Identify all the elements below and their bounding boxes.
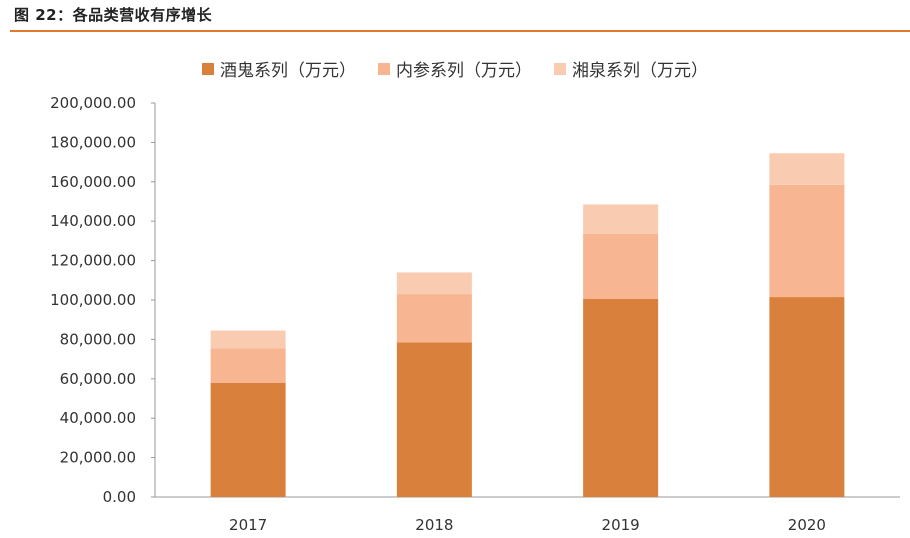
y-tick-label: 0.00 bbox=[103, 488, 136, 506]
bar-neican-2020 bbox=[769, 184, 845, 298]
chart-legend: 酒鬼系列（万元） 内参系列（万元） 湘泉系列（万元） bbox=[0, 56, 910, 81]
y-tick-label: 80,000.00 bbox=[60, 330, 136, 348]
x-tick-label: 2017 bbox=[229, 516, 267, 534]
bar-xiangquan-2020 bbox=[769, 153, 845, 185]
bar-xiangquan-2017 bbox=[210, 330, 286, 349]
bar-jiugui-2019 bbox=[583, 299, 659, 497]
legend-label-xiangquan: 湘泉系列（万元） bbox=[572, 61, 708, 81]
x-tick-label: 2020 bbox=[788, 516, 826, 534]
bar-xiangquan-2019 bbox=[583, 204, 659, 235]
y-tick-label: 60,000.00 bbox=[60, 370, 136, 388]
legend-swatch-neican bbox=[378, 62, 390, 75]
y-tick-label: 200,000.00 bbox=[50, 94, 136, 112]
legend-label-jiugui: 酒鬼系列（万元） bbox=[220, 61, 356, 81]
y-tick-label: 100,000.00 bbox=[50, 291, 136, 309]
bar-jiugui-2020 bbox=[769, 297, 845, 497]
y-tick-label: 20,000.00 bbox=[60, 449, 136, 467]
title-rule bbox=[10, 30, 910, 32]
y-tick-label: 160,000.00 bbox=[50, 173, 136, 191]
bar-neican-2017 bbox=[210, 348, 286, 383]
y-tick-label: 120,000.00 bbox=[50, 252, 136, 270]
y-tick-label: 140,000.00 bbox=[50, 212, 136, 230]
x-tick-label: 2018 bbox=[415, 516, 453, 534]
x-tick-label: 2019 bbox=[602, 516, 640, 534]
legend-swatch-xiangquan bbox=[554, 62, 566, 75]
legend-item-jiugui: 酒鬼系列（万元） bbox=[202, 56, 356, 81]
legend-item-neican: 内参系列（万元） bbox=[378, 56, 532, 81]
figure-title: 图 22：各品类营收有序增长 bbox=[14, 6, 213, 24]
y-tick-label: 180,000.00 bbox=[50, 133, 136, 151]
bar-xiangquan-2018 bbox=[396, 272, 472, 295]
bar-jiugui-2017 bbox=[210, 382, 286, 497]
y-tick-label: 40,000.00 bbox=[60, 409, 136, 427]
legend-item-xiangquan: 湘泉系列（万元） bbox=[554, 56, 708, 81]
legend-label-neican: 内参系列（万元） bbox=[396, 61, 532, 81]
legend-swatch-jiugui bbox=[202, 62, 214, 75]
bar-neican-2018 bbox=[396, 294, 472, 343]
bar-jiugui-2018 bbox=[396, 342, 472, 497]
bar-neican-2019 bbox=[583, 234, 659, 300]
